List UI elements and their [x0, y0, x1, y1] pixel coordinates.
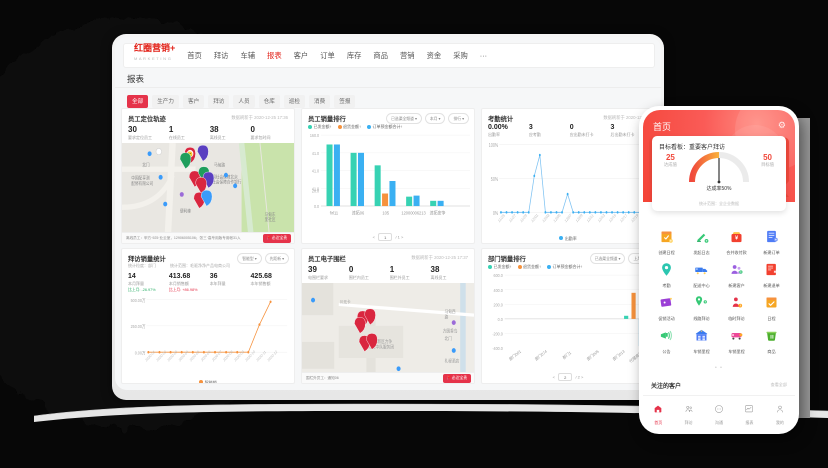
svg-text:12/15: 12/15: [609, 213, 617, 224]
svg-text:500.00万: 500.00万: [131, 297, 146, 304]
svg-text:马甸路: 马甸路: [214, 161, 225, 167]
svg-text:北门: 北门: [445, 334, 452, 340]
svg-text:2020-02: 2020-02: [156, 350, 167, 363]
svg-text:41.0: 41.0: [312, 151, 320, 156]
svg-text:12/03: 12/03: [542, 213, 550, 224]
svg-text:160.0: 160.0: [310, 133, 320, 138]
svg-text:11/29: 11/29: [520, 213, 528, 223]
svg-text:2020-07: 2020-07: [211, 350, 222, 363]
svg-text:2020-11: 2020-11: [256, 350, 267, 363]
svg-text:12/11: 12/11: [586, 213, 594, 223]
svg-text:部门1: 部门1: [562, 350, 572, 360]
svg-text:41.0: 41.0: [312, 168, 320, 173]
svg-text:-200.0: -200.0: [492, 331, 503, 336]
svg-text:12/07: 12/07: [564, 213, 572, 224]
svg-text:600.0: 600.0: [494, 273, 504, 278]
svg-text:2020-03: 2020-03: [167, 350, 178, 363]
svg-text:2020-01: 2020-01: [145, 350, 156, 363]
svg-text:11/25: 11/25: [498, 213, 506, 223]
svg-text:0.0: 0.0: [498, 317, 504, 322]
svg-text:50%: 50%: [491, 176, 498, 182]
svg-text:2020-12: 2020-12: [267, 350, 278, 363]
svg-text:12000006213: 12000006213: [401, 210, 426, 215]
svg-text:11/27: 11/27: [509, 213, 517, 223]
svg-text:0.00万: 0.00万: [135, 350, 146, 357]
svg-text:路: 路: [445, 313, 449, 319]
svg-text:部门001: 部门001: [508, 349, 522, 362]
svg-text:100%: 100%: [489, 143, 498, 149]
svg-text:部门005: 部门005: [586, 348, 600, 362]
svg-text:2020-10: 2020-10: [245, 350, 256, 363]
svg-text:12/17: 12/17: [620, 213, 628, 224]
svg-text:250.00万: 250.00万: [131, 324, 146, 331]
svg-text:20.0: 20.0: [312, 188, 320, 193]
svg-text:配修有限公司: 配修有限公司: [131, 179, 153, 185]
svg-text:里社区: 里社区: [265, 216, 276, 222]
svg-text:部门074: 部门074: [534, 348, 548, 362]
svg-text:礼程酒店: 礼程酒店: [445, 357, 460, 363]
svg-text:200.0: 200.0: [494, 302, 504, 307]
svg-text:firl11: firl11: [330, 210, 339, 215]
svg-text:北门: 北门: [142, 161, 149, 167]
svg-text:-400.0: -400.0: [492, 346, 503, 351]
svg-text:2020-09: 2020-09: [234, 350, 245, 363]
svg-text:12/01: 12/01: [531, 213, 539, 224]
svg-text:12/05: 12/05: [553, 213, 561, 224]
svg-text:0.0: 0.0: [314, 204, 320, 209]
svg-text:12/09: 12/09: [575, 213, 583, 224]
svg-text:12/19: 12/19: [631, 213, 639, 224]
svg-text:105: 105: [382, 210, 389, 215]
svg-text:逹拓安争: 逹拓安争: [430, 209, 447, 216]
svg-text:便利峰: 便利峰: [180, 207, 191, 213]
svg-text:0%: 0%: [493, 210, 498, 216]
svg-text:川元卡: 川元卡: [340, 298, 351, 304]
svg-text:400.0: 400.0: [494, 288, 504, 293]
svg-text:2020-05: 2020-05: [189, 350, 200, 363]
svg-text:方圆香岛: 方圆香岛: [443, 327, 458, 333]
svg-text:2020-06: 2020-06: [200, 350, 211, 363]
svg-text:12/13: 12/13: [598, 213, 606, 224]
svg-text:部门013: 部门013: [612, 348, 626, 362]
svg-text:2020-08: 2020-08: [223, 350, 234, 363]
svg-text:逹拓06: 逹拓06: [352, 209, 365, 216]
svg-text:2020-04: 2020-04: [178, 350, 189, 363]
